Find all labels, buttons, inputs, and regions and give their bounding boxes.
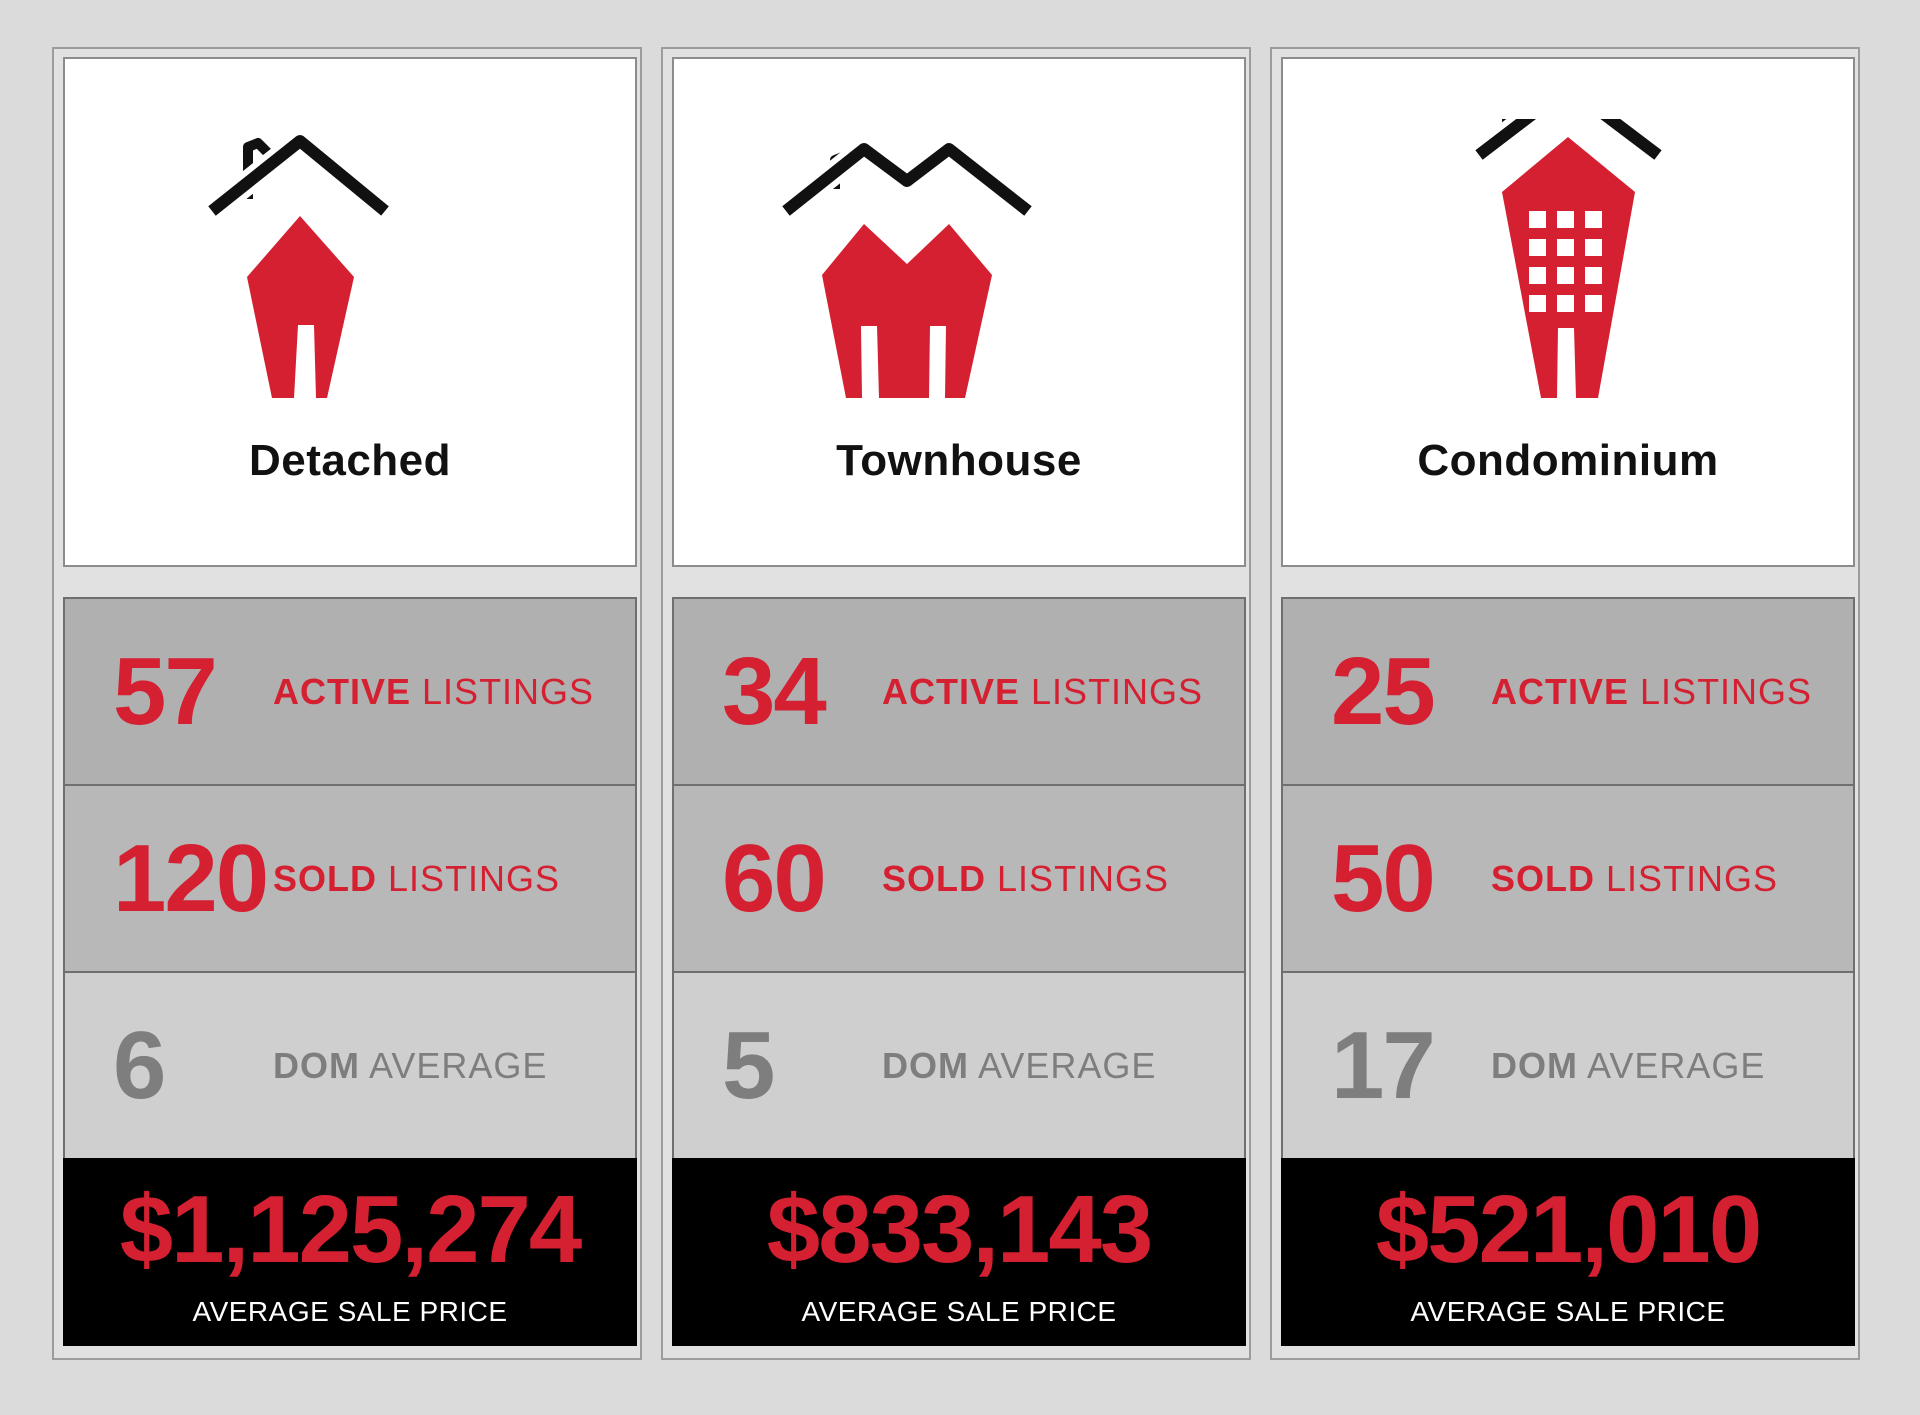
property-type-title: Townhouse [836, 436, 1082, 485]
dom-average-label: DOM AVERAGE [273, 973, 547, 1158]
average-sale-price: $521,010 [1375, 1176, 1762, 1283]
sold-listings-count: 120 [113, 825, 269, 932]
dom-average-label: DOM AVERAGE [882, 973, 1156, 1158]
active-label-rest: LISTINGS [1640, 671, 1813, 712]
property-type-card: Detached [63, 57, 637, 567]
sold-label-rest: LISTINGS [1606, 858, 1779, 899]
property-type-title: Condominium [1417, 436, 1719, 485]
dom-average-value: 5 [722, 1012, 775, 1119]
average-sale-price: $833,143 [766, 1176, 1153, 1283]
sold-listings-row: 50 SOLD LISTINGS [1281, 784, 1855, 973]
active-listings-row: 57 ACTIVE LISTINGS [63, 597, 637, 786]
dom-label-rest: AVERAGE [978, 1045, 1157, 1086]
condominium-column: Condominium 25 ACTIVE LISTINGS 50 SOLD L… [1270, 47, 1860, 1360]
dom-average-value: 17 [1331, 1012, 1436, 1119]
active-listings-label: ACTIVE LISTINGS [1491, 599, 1812, 784]
sold-label-strong: SOLD [882, 858, 987, 899]
active-listings-count: 25 [1331, 638, 1436, 745]
sold-label-strong: SOLD [1491, 858, 1596, 899]
active-listings-row: 34 ACTIVE LISTINGS [672, 597, 1246, 786]
sold-listings-row: 120 SOLD LISTINGS [63, 784, 637, 973]
property-type-title: Detached [248, 436, 452, 485]
sold-label-rest: LISTINGS [997, 858, 1170, 899]
average-sale-price-box: $521,010 AVERAGE SALE PRICE [1281, 1158, 1855, 1346]
dom-average-label: DOM AVERAGE [1491, 973, 1765, 1158]
active-label-rest: LISTINGS [1031, 671, 1204, 712]
dom-label-strong: DOM [882, 1045, 969, 1086]
active-label-strong: ACTIVE [882, 671, 1021, 712]
detached-column: Detached 57 ACTIVE LISTINGS 120 SOLD LIS… [52, 47, 642, 1360]
townhouse-column: Townhouse 34 ACTIVE LISTINGS 60 SOLD LIS… [661, 47, 1251, 1360]
detached-house-icon [65, 119, 635, 419]
dom-average-row: 6 DOM AVERAGE [63, 971, 637, 1160]
active-listings-row: 25 ACTIVE LISTINGS [1281, 597, 1855, 786]
sold-listings-label: SOLD LISTINGS [273, 786, 560, 971]
dom-average-row: 5 DOM AVERAGE [672, 971, 1246, 1160]
dom-label-strong: DOM [273, 1045, 360, 1086]
sold-listings-row: 60 SOLD LISTINGS [672, 784, 1246, 973]
condominium-building-icon [1283, 119, 1853, 419]
active-listings-count: 57 [113, 638, 218, 745]
dom-label-rest: AVERAGE [1587, 1045, 1766, 1086]
sold-listings-label: SOLD LISTINGS [882, 786, 1169, 971]
sold-label-strong: SOLD [273, 858, 378, 899]
average-sale-price-label: AVERAGE SALE PRICE [1410, 1296, 1726, 1327]
sold-listings-count: 60 [722, 825, 827, 932]
average-sale-price-box: $1,125,274 AVERAGE SALE PRICE [63, 1158, 637, 1346]
active-label-strong: ACTIVE [273, 671, 412, 712]
average-sale-price-box: $833,143 AVERAGE SALE PRICE [672, 1158, 1246, 1346]
average-sale-price-label: AVERAGE SALE PRICE [192, 1296, 508, 1327]
dom-average-row: 17 DOM AVERAGE [1281, 971, 1855, 1160]
property-type-card: Townhouse [672, 57, 1246, 567]
active-listings-label: ACTIVE LISTINGS [882, 599, 1203, 784]
average-sale-price-label: AVERAGE SALE PRICE [801, 1296, 1117, 1327]
sold-listings-count: 50 [1331, 825, 1436, 932]
active-listings-label: ACTIVE LISTINGS [273, 599, 594, 784]
townhouse-icon [674, 119, 1244, 419]
active-label-strong: ACTIVE [1491, 671, 1630, 712]
active-listings-count: 34 [722, 638, 827, 745]
active-label-rest: LISTINGS [422, 671, 595, 712]
average-sale-price: $1,125,274 [119, 1176, 582, 1283]
dom-average-value: 6 [113, 1012, 166, 1119]
dom-label-rest: AVERAGE [369, 1045, 548, 1086]
sold-label-rest: LISTINGS [388, 858, 561, 899]
property-type-card: Condominium [1281, 57, 1855, 567]
dom-label-strong: DOM [1491, 1045, 1578, 1086]
sold-listings-label: SOLD LISTINGS [1491, 786, 1778, 971]
